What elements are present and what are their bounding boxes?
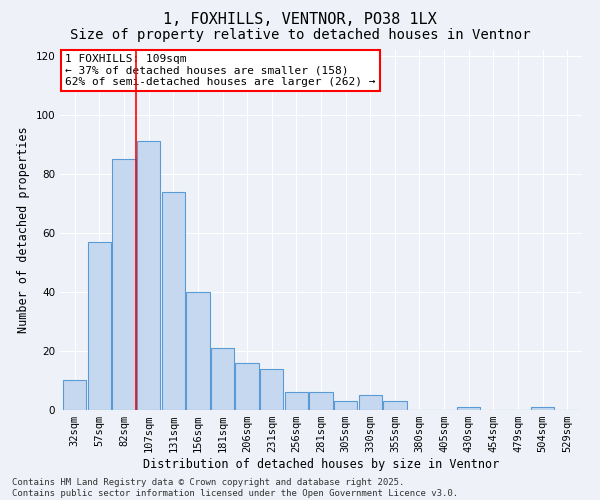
Bar xyxy=(112,159,136,410)
Text: Size of property relative to detached houses in Ventnor: Size of property relative to detached ho… xyxy=(70,28,530,42)
Bar xyxy=(383,401,407,410)
Bar xyxy=(137,142,160,410)
Bar xyxy=(235,363,259,410)
Bar xyxy=(161,192,185,410)
Bar xyxy=(186,292,209,410)
Bar xyxy=(310,392,332,410)
Bar xyxy=(359,395,382,410)
Bar xyxy=(260,368,283,410)
X-axis label: Distribution of detached houses by size in Ventnor: Distribution of detached houses by size … xyxy=(143,458,499,471)
Text: 1, FOXHILLS, VENTNOR, PO38 1LX: 1, FOXHILLS, VENTNOR, PO38 1LX xyxy=(163,12,437,28)
Bar xyxy=(211,348,234,410)
Bar xyxy=(457,407,481,410)
Bar xyxy=(63,380,86,410)
Bar xyxy=(531,407,554,410)
Text: Contains HM Land Registry data © Crown copyright and database right 2025.
Contai: Contains HM Land Registry data © Crown c… xyxy=(12,478,458,498)
Bar xyxy=(334,401,358,410)
Bar xyxy=(88,242,111,410)
Bar xyxy=(284,392,308,410)
Text: 1 FOXHILLS: 109sqm
← 37% of detached houses are smaller (158)
62% of semi-detach: 1 FOXHILLS: 109sqm ← 37% of detached hou… xyxy=(65,54,376,87)
Y-axis label: Number of detached properties: Number of detached properties xyxy=(17,126,30,334)
